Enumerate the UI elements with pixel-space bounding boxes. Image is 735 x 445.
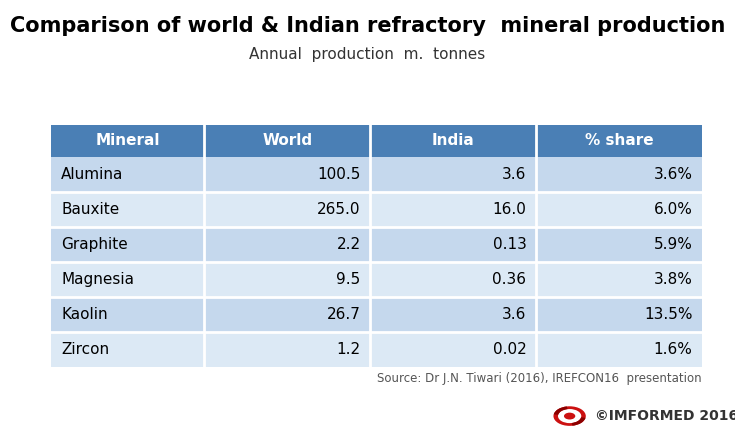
Text: 9.5: 9.5 xyxy=(337,272,361,287)
Text: 2.2: 2.2 xyxy=(337,237,361,252)
Text: Mineral: Mineral xyxy=(96,134,160,149)
Text: 3.6%: 3.6% xyxy=(653,167,692,182)
Text: Kaolin: Kaolin xyxy=(61,307,107,322)
Text: 0.36: 0.36 xyxy=(492,272,526,287)
Text: 13.5%: 13.5% xyxy=(644,307,692,322)
Text: ©IMFORMED 2016: ©IMFORMED 2016 xyxy=(595,409,735,423)
Text: India: India xyxy=(431,134,475,149)
Text: 6.0%: 6.0% xyxy=(653,202,692,217)
Text: Graphite: Graphite xyxy=(61,237,128,252)
Text: Magnesia: Magnesia xyxy=(61,272,134,287)
Text: 1.6%: 1.6% xyxy=(653,342,692,357)
Text: 3.6: 3.6 xyxy=(502,307,526,322)
Text: 3.6: 3.6 xyxy=(502,167,526,182)
Text: Comparison of world & Indian refractory  mineral production: Comparison of world & Indian refractory … xyxy=(10,16,725,36)
Text: 3.8%: 3.8% xyxy=(653,272,692,287)
Text: 0.13: 0.13 xyxy=(492,237,526,252)
Text: Annual  production  m.  tonnes: Annual production m. tonnes xyxy=(249,47,486,62)
Text: World: World xyxy=(262,134,312,149)
Text: 5.9%: 5.9% xyxy=(653,237,692,252)
Text: Bauxite: Bauxite xyxy=(61,202,119,217)
Text: 0.02: 0.02 xyxy=(492,342,526,357)
Text: 265.0: 265.0 xyxy=(317,202,361,217)
Text: 1.2: 1.2 xyxy=(337,342,361,357)
Text: 26.7: 26.7 xyxy=(327,307,361,322)
Text: 100.5: 100.5 xyxy=(318,167,361,182)
Text: Zircon: Zircon xyxy=(61,342,109,357)
Text: 16.0: 16.0 xyxy=(492,202,526,217)
Text: Source: Dr J.N. Tiwari (2016), IREFCON16  presentation: Source: Dr J.N. Tiwari (2016), IREFCON16… xyxy=(377,372,702,385)
Text: Alumina: Alumina xyxy=(61,167,123,182)
Text: % share: % share xyxy=(584,134,653,149)
